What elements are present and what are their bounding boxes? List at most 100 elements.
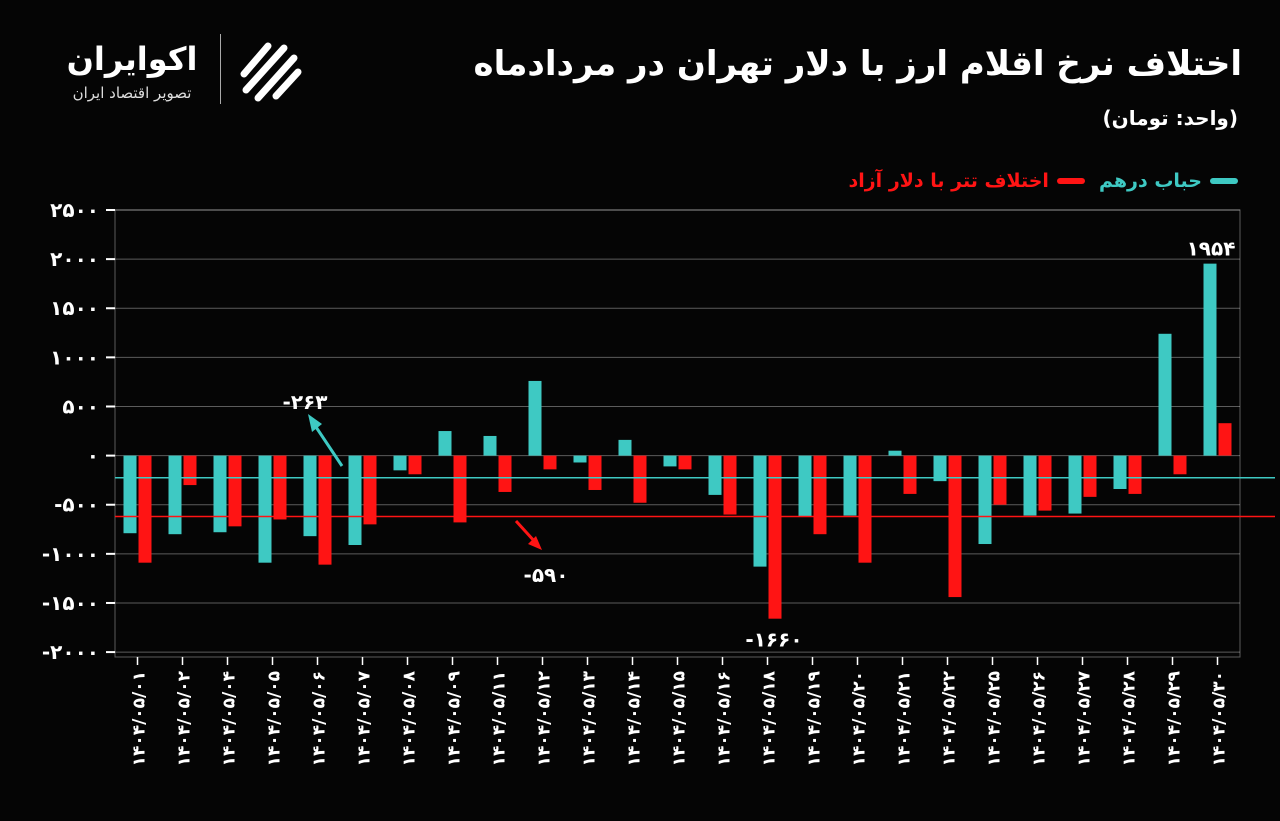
legend-item-tether: اختلاف تتر با دلار آزاد: [848, 170, 1085, 192]
y-tick-label: -۱۵۰۰: [42, 591, 99, 615]
bar-dirham: [1113, 455, 1127, 490]
bar-tether: [1218, 423, 1232, 456]
x-tick-label: ۱۴۰۴/۰۵/۲۱: [895, 671, 915, 766]
chart-title: اختلاف نرخ اقلام ارز با دلار تهران در مر…: [473, 44, 1243, 84]
x-tick-label: ۱۴۰۴/۰۵/۲۰: [850, 671, 870, 766]
x-tick-label: ۱۴۰۴/۰۵/۰۷: [355, 670, 375, 766]
bar-dirham: [933, 455, 947, 482]
bar-dirham: [1203, 263, 1217, 456]
x-tick-label: ۱۴۰۴/۰۵/۱۶: [715, 671, 735, 766]
bar-dirham: [348, 455, 362, 546]
bar-tether: [498, 455, 512, 492]
bar-tether: [813, 455, 827, 535]
y-tick-label: ۵۰۰: [62, 394, 99, 418]
bar-dirham: [843, 455, 857, 516]
y-tick-label: ۱۵۰۰: [50, 296, 99, 320]
x-tick-label: ۱۴۰۴/۰۵/۰۴: [220, 671, 240, 766]
x-tick-label: ۱۴۰۴/۰۵/۲۹: [1165, 670, 1185, 766]
y-tick-label: ۰: [87, 444, 99, 468]
average-label-dirham: -۲۶۳: [283, 390, 328, 414]
x-tick-label: ۱۴۰۴/۰۵/۱۱: [490, 671, 510, 766]
y-tick-label: -۲۰۰۰: [42, 640, 99, 664]
bar-tether: [318, 455, 332, 565]
bar-dirham: [708, 455, 722, 495]
bar-tether: [138, 455, 152, 563]
bar-dirham: [753, 455, 767, 567]
y-tick-label: -۱۰۰۰: [42, 542, 99, 566]
legend-swatch-dirham: [1210, 178, 1238, 184]
legend-label-tether: اختلاف تتر با دلار آزاد: [848, 170, 1049, 192]
average-label-tether: -۵۹۰: [524, 563, 569, 587]
bar-dirham: [528, 380, 542, 456]
legend-label-dirham: حباب درهم: [1098, 170, 1202, 192]
x-tick-label: ۱۴۰۴/۰۵/۱۸: [760, 670, 780, 766]
bar-dirham: [213, 455, 227, 533]
legend-item-dirham: حباب درهم: [1099, 170, 1238, 192]
bar-dirham: [393, 455, 407, 471]
x-tick-label: ۱۴۰۴/۰۵/۰۵: [265, 671, 285, 766]
bar-tether: [453, 455, 467, 523]
bar-tether: [273, 455, 287, 520]
x-tick-label: ۱۴۰۴/۰۵/۰۸: [400, 670, 420, 766]
bar-tether: [363, 455, 377, 525]
y-tick-label: -۵۰۰: [54, 493, 99, 517]
bar-tether: [768, 455, 782, 619]
bar-tether: [993, 455, 1007, 505]
bar-dirham: [438, 431, 452, 456]
bar-tether: [1038, 455, 1052, 511]
x-tick-label: ۱۴۰۴/۰۵/۰۹: [445, 670, 465, 766]
bar-tether: [858, 455, 872, 563]
x-tick-label: ۱۴۰۴/۰۵/۲۸: [1120, 670, 1140, 766]
bar-tether: [543, 455, 557, 470]
x-tick-label: ۱۴۰۴/۰۵/۱۲: [535, 670, 555, 766]
brand-tagline: تصویر اقتصاد ایران: [72, 84, 192, 102]
bar-tether: [723, 455, 737, 515]
brand-logo: اکوایران تصویر اقتصاد ایران: [52, 34, 312, 106]
x-tick-label: ۱۴۰۴/۰۵/۰۲: [175, 670, 195, 766]
x-tick-label: ۱۴۰۴/۰۵/۱۴: [625, 671, 645, 766]
plot-frame: [114, 209, 1241, 658]
y-tick-label: ۲۵۰۰: [50, 198, 99, 222]
bar-dirham: [1158, 333, 1172, 456]
bar-tether: [228, 455, 242, 527]
unit-label: (واحد: تومان): [1102, 106, 1238, 130]
bar-dirham: [618, 439, 632, 456]
bar-tether: [903, 455, 917, 494]
bar-dirham: [1023, 455, 1037, 516]
arrowhead-tether: [528, 536, 542, 550]
arrowhead-dirham: [308, 414, 322, 432]
bar-tether: [1128, 455, 1142, 494]
x-tick-label: ۱۴۰۴/۰۵/۲۷: [1075, 670, 1095, 766]
bar-dirham: [303, 455, 317, 537]
data-label: -۱۶۶۰: [745, 628, 802, 652]
data-label: ۱۹۵۴: [1187, 237, 1236, 261]
y-tick-label: ۱۰۰۰: [50, 345, 99, 369]
x-tick-label: ۱۴۰۴/۰۵/۲۲: [940, 670, 960, 766]
bar-dirham: [573, 455, 587, 463]
x-tick-label: ۱۴۰۴/۰۵/۱۵: [670, 671, 690, 766]
bar-dirham: [663, 455, 677, 467]
bar-tether: [678, 455, 692, 470]
legend: حباب درهم اختلاف تتر با دلار آزاد: [848, 170, 1238, 192]
x-tick-label: ۱۴۰۴/۰۵/۲۵: [985, 671, 1005, 766]
bar-tether: [1083, 455, 1097, 497]
y-tick-label: ۲۰۰۰: [50, 247, 99, 271]
x-tick-label: ۱۴۰۴/۰۵/۱۳: [580, 670, 600, 766]
x-tick-label: ۱۴۰۴/۰۵/۲۶: [1030, 671, 1050, 766]
bar-dirham: [168, 455, 182, 535]
legend-swatch-tether: [1056, 178, 1085, 184]
bar-dirham: [798, 455, 812, 517]
bar-dirham: [978, 455, 992, 545]
bar-dirham: [123, 455, 137, 534]
bar-tether: [408, 455, 422, 475]
x-tick-label: ۱۴۰۴/۰۵/۰۱: [130, 671, 150, 766]
x-tick-label: ۱۴۰۴/۰۵/۰۶: [310, 671, 330, 766]
brand-name: اکوایران: [66, 40, 198, 78]
bar-dirham: [888, 450, 902, 456]
bar-tether: [1173, 455, 1187, 475]
brand-mark-icon: [240, 42, 302, 102]
x-tick-label: ۱۴۰۴/۰۵/۳۰: [1210, 671, 1230, 766]
bar-dirham: [258, 455, 272, 563]
